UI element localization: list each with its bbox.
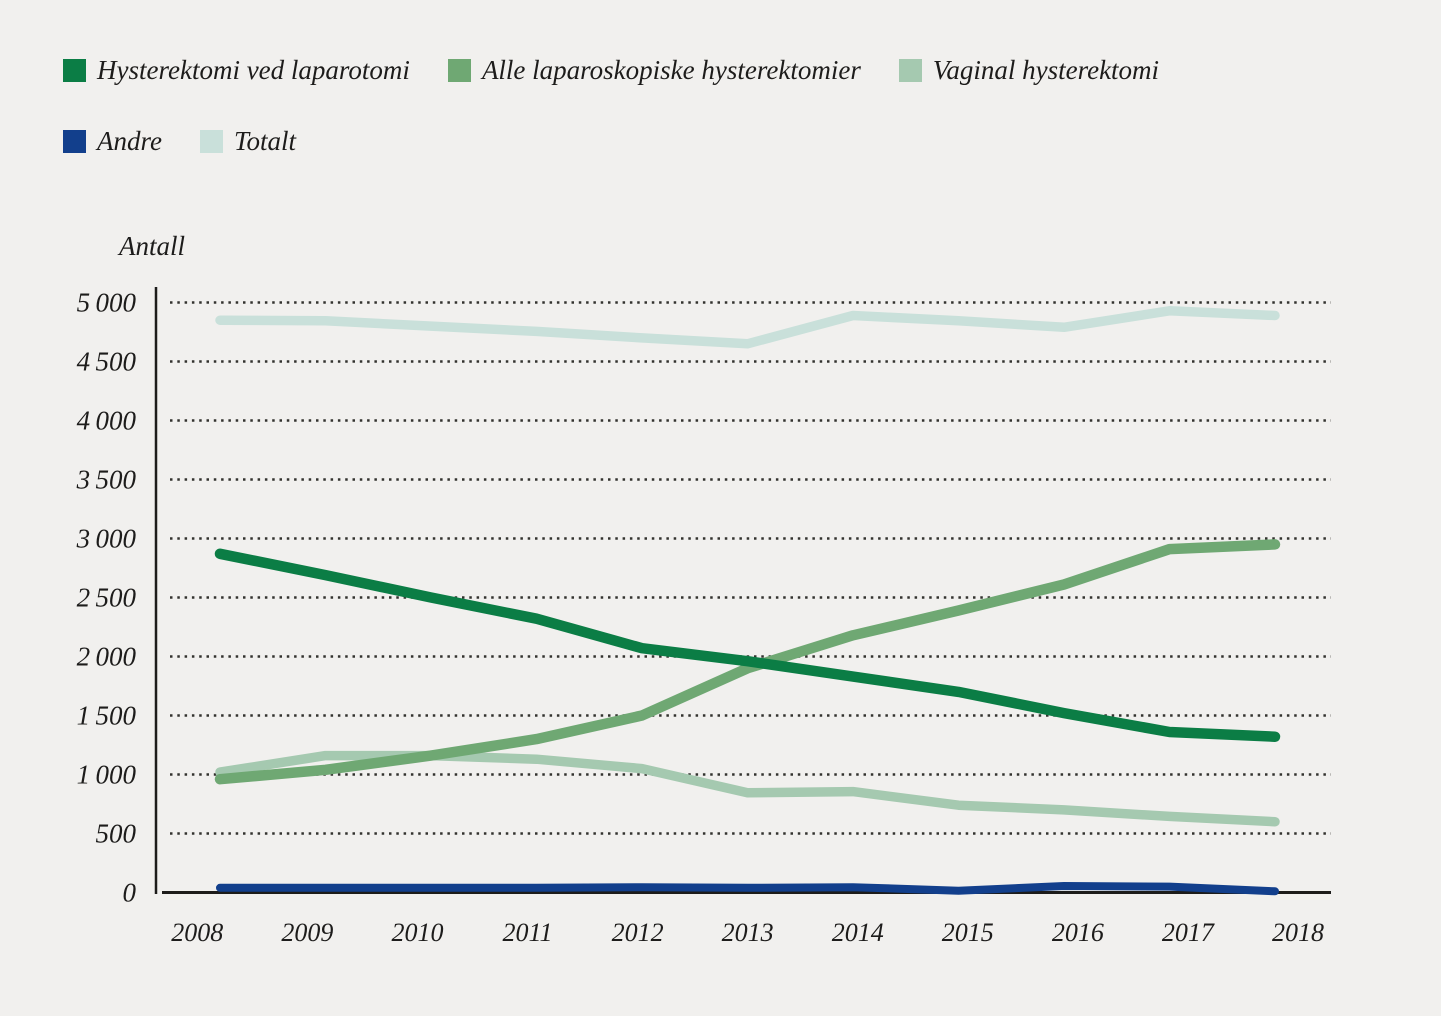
- y-tick-label: 1 000: [77, 760, 137, 790]
- legend-label-laparoskopisk: Alle laparoskopiske hysterektomier: [481, 55, 861, 85]
- x-tick-label: 2018: [1272, 918, 1324, 947]
- legend: Hysterektomi ved laparotomi Alle laparos…: [63, 57, 1159, 199]
- y-axis-title: Antall: [119, 231, 185, 261]
- y-tick-label: 4 500: [77, 347, 137, 377]
- y-tick-label: 2 000: [77, 642, 137, 672]
- series-line-totalt: [215, 306, 1280, 349]
- x-tick-label: 2008: [171, 918, 223, 947]
- legend-swatch-laparotomi: [63, 59, 86, 82]
- y-tick-label: 3 500: [76, 465, 137, 495]
- y-tick-label: 1 500: [77, 701, 137, 731]
- legend-row-2: Andre Totalt: [63, 128, 1159, 155]
- series-line-alle-laparoskopiske-hysterektomier: [214, 539, 1281, 785]
- legend-swatch-totalt: [199, 130, 223, 153]
- x-tick-label: 2009: [281, 918, 333, 947]
- legend-item-totalt: Totalt: [199, 126, 297, 156]
- legend-label-totalt: Totalt: [233, 126, 297, 156]
- x-tick-label: 2014: [832, 918, 884, 947]
- legend-label-andre: Andre: [97, 126, 162, 156]
- legend-item-laparoskopisk: Alle laparoskopiske hysterektomier: [447, 55, 861, 85]
- legend-item-laparotomi: Hysterektomi ved laparotomi: [63, 57, 410, 84]
- x-tick-label: 2011: [502, 918, 552, 947]
- y-tick-label: 2 500: [77, 583, 137, 613]
- legend-swatch-vaginal: [898, 59, 922, 82]
- y-tick-label: 4 000: [77, 406, 137, 436]
- legend-label-laparotomi: Hysterektomi ved laparotomi: [97, 55, 410, 85]
- x-tick-label: 2015: [942, 918, 994, 947]
- y-tick-label: 5 000: [77, 288, 137, 318]
- legend-swatch-laparoskopisk: [447, 59, 471, 82]
- legend-label-vaginal: Vaginal hysterektomi: [932, 55, 1160, 85]
- legend-item-andre: Andre: [63, 128, 162, 155]
- y-tick-label: 3 000: [76, 524, 137, 554]
- series-line-andre: [216, 882, 1279, 896]
- series-line-hysterektomi-ved-laparotomi: [214, 548, 1281, 742]
- x-tick-label: 2010: [391, 918, 443, 947]
- legend-swatch-andre: [63, 130, 86, 153]
- legend-row-1: Hysterektomi ved laparotomi Alle laparos…: [63, 57, 1159, 84]
- x-tick-label: 2016: [1052, 918, 1104, 947]
- x-tick-label: 2012: [612, 918, 664, 947]
- legend-item-vaginal: Vaginal hysterektomi: [898, 55, 1160, 85]
- y-tick-label: 500: [96, 819, 137, 849]
- x-tick-label: 2013: [722, 918, 774, 947]
- y-tick-label: 0: [123, 878, 137, 908]
- x-tick-label: 2017: [1162, 918, 1215, 947]
